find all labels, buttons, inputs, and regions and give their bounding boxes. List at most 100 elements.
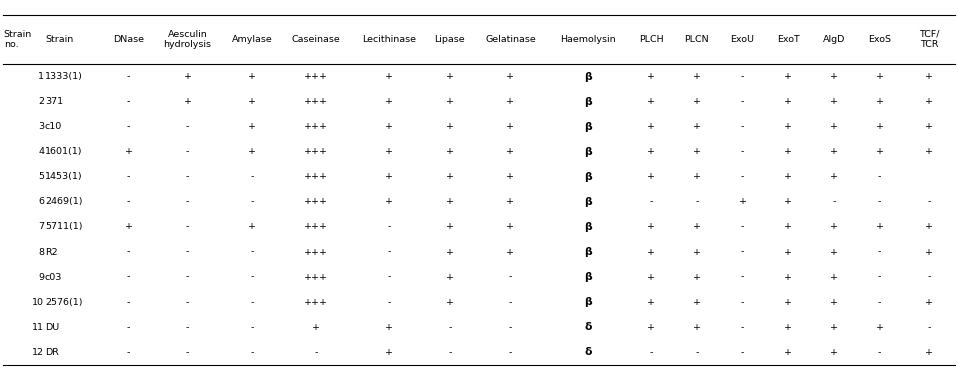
- Text: -: -: [741, 97, 744, 106]
- Text: -: -: [448, 323, 451, 332]
- Text: +++: +++: [304, 298, 328, 307]
- Text: R2: R2: [45, 247, 57, 256]
- Text: -: -: [388, 223, 391, 231]
- Text: ExoT: ExoT: [777, 35, 800, 44]
- Text: -: -: [741, 247, 744, 256]
- Text: 1: 1: [38, 72, 44, 81]
- Text: Lecithinase: Lecithinase: [362, 35, 417, 44]
- Text: -: -: [126, 348, 130, 357]
- Text: 12: 12: [32, 348, 44, 357]
- Text: +: +: [693, 272, 700, 282]
- Text: PLCH: PLCH: [639, 35, 663, 44]
- Text: +: +: [312, 323, 320, 332]
- Text: +: +: [445, 97, 454, 106]
- Text: +: +: [385, 198, 394, 206]
- Text: Aesculin
hydrolysis: Aesculin hydrolysis: [164, 30, 212, 49]
- Text: 5: 5: [38, 173, 44, 181]
- Text: -: -: [186, 323, 189, 332]
- Text: +: +: [876, 147, 883, 156]
- Text: +++: +++: [304, 173, 328, 181]
- Text: +: +: [830, 97, 838, 106]
- Text: +: +: [125, 147, 132, 156]
- Text: PLCN: PLCN: [684, 35, 709, 44]
- Text: +: +: [785, 72, 792, 81]
- Text: -: -: [126, 272, 130, 282]
- Text: +: +: [924, 247, 933, 256]
- Text: +: +: [693, 122, 700, 131]
- Text: -: -: [388, 247, 391, 256]
- Text: +: +: [385, 323, 394, 332]
- Text: -: -: [927, 272, 930, 282]
- Text: -: -: [186, 173, 189, 181]
- Text: -: -: [741, 147, 744, 156]
- Text: +: +: [739, 198, 746, 206]
- Text: +: +: [785, 298, 792, 307]
- Text: 6: 6: [38, 198, 44, 206]
- Text: +++: +++: [304, 147, 328, 156]
- Text: 9: 9: [38, 272, 44, 282]
- Text: -: -: [250, 272, 254, 282]
- Text: +: +: [507, 247, 514, 256]
- Text: -: -: [878, 247, 881, 256]
- Text: Lipase: Lipase: [435, 35, 466, 44]
- Text: -: -: [509, 323, 513, 332]
- Text: -: -: [878, 198, 881, 206]
- Text: -: -: [186, 223, 189, 231]
- Text: +: +: [445, 247, 454, 256]
- Text: +++: +++: [304, 247, 328, 256]
- Text: 2576(1): 2576(1): [45, 298, 82, 307]
- Text: 11: 11: [32, 323, 44, 332]
- Text: +: +: [445, 122, 454, 131]
- Text: +: +: [924, 348, 933, 357]
- Text: +: +: [785, 173, 792, 181]
- Text: +: +: [385, 97, 394, 106]
- Text: +++: +++: [304, 272, 328, 282]
- Text: +: +: [507, 223, 514, 231]
- Text: TCF/
TCR: TCF/ TCR: [919, 30, 939, 49]
- Text: +: +: [507, 122, 514, 131]
- Text: +: +: [647, 72, 655, 81]
- Text: +++: +++: [304, 72, 328, 81]
- Text: +: +: [830, 147, 838, 156]
- Text: +: +: [507, 97, 514, 106]
- Text: +: +: [785, 323, 792, 332]
- Text: +++: +++: [304, 122, 328, 131]
- Text: +: +: [693, 147, 700, 156]
- Text: -: -: [250, 247, 254, 256]
- Text: +: +: [647, 173, 655, 181]
- Text: δ: δ: [584, 347, 592, 357]
- Text: 3: 3: [38, 122, 44, 131]
- Text: +: +: [385, 122, 394, 131]
- Text: -: -: [126, 323, 130, 332]
- Text: β: β: [584, 122, 592, 132]
- Text: +: +: [924, 97, 933, 106]
- Text: Gelatinase: Gelatinase: [485, 35, 536, 44]
- Text: +++: +++: [304, 97, 328, 106]
- Text: +: +: [445, 198, 454, 206]
- Text: +: +: [507, 173, 514, 181]
- Text: -: -: [250, 298, 254, 307]
- Text: +: +: [785, 122, 792, 131]
- Text: Amylase: Amylase: [232, 35, 272, 44]
- Text: -: -: [186, 298, 189, 307]
- Text: c03: c03: [45, 272, 62, 282]
- Text: 1453(1): 1453(1): [45, 173, 82, 181]
- Text: +: +: [693, 173, 700, 181]
- Text: -: -: [741, 72, 744, 81]
- Text: +: +: [647, 147, 655, 156]
- Text: 5711(1): 5711(1): [45, 223, 82, 231]
- Text: -: -: [250, 348, 254, 357]
- Text: -: -: [186, 122, 189, 131]
- Text: +: +: [785, 348, 792, 357]
- Text: 371: 371: [45, 97, 63, 106]
- Text: +: +: [830, 323, 838, 332]
- Text: +: +: [385, 348, 394, 357]
- Text: +: +: [647, 272, 655, 282]
- Text: DU: DU: [45, 323, 59, 332]
- Text: δ: δ: [584, 322, 592, 332]
- Text: +: +: [693, 223, 700, 231]
- Text: -: -: [509, 348, 513, 357]
- Text: c10: c10: [45, 122, 62, 131]
- Text: +: +: [830, 173, 838, 181]
- Text: -: -: [878, 272, 881, 282]
